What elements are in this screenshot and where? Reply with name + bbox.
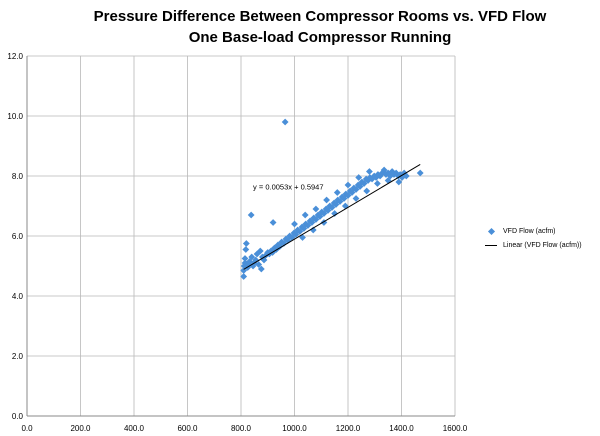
y-tick-label: 0.0 xyxy=(12,412,24,421)
data-point xyxy=(241,259,249,267)
data-point xyxy=(364,177,372,184)
data-point xyxy=(384,169,392,177)
legend-label-series: VFD Flow (acfm) xyxy=(503,227,556,235)
y-tick-label: 10.0 xyxy=(7,112,23,121)
data-point xyxy=(355,174,363,181)
data-point xyxy=(286,232,294,240)
data-point xyxy=(366,174,374,181)
data-point xyxy=(301,211,309,219)
data-point xyxy=(402,172,410,180)
data-point xyxy=(291,220,298,228)
data-point xyxy=(333,189,341,196)
data-point xyxy=(284,237,292,244)
data-point xyxy=(240,267,248,274)
data-point xyxy=(344,181,352,189)
data-point xyxy=(331,210,339,217)
data-point xyxy=(269,219,277,226)
legend-label-trendline: Linear (VFD Flow (acfm)) xyxy=(503,241,582,249)
chart-subtitle: One Base-load Compressor Running xyxy=(188,29,452,46)
y-tick-label: 6.0 xyxy=(12,232,24,241)
data-point xyxy=(374,180,381,187)
chart-title: Pressure Difference Between Compressor R… xyxy=(0,6,600,48)
diamond-marker-icon xyxy=(485,226,497,236)
x-tick-label: 400.0 xyxy=(124,424,145,433)
data-point xyxy=(242,246,250,253)
x-tick-label: 1400.0 xyxy=(389,424,414,433)
trendline-equation-label: y = 0.0053x + 0.5947 xyxy=(253,183,323,192)
legend-item-trendline: Linear (VFD Flow (acfm)) xyxy=(485,238,582,252)
data-point xyxy=(344,192,352,199)
data-point xyxy=(240,262,248,270)
data-point xyxy=(260,256,268,264)
data-point xyxy=(257,265,265,273)
x-tick-label: 200.0 xyxy=(70,424,91,433)
legend: VFD Flow (acfm) Linear (VFD Flow (acfm)) xyxy=(485,224,582,252)
data-point xyxy=(309,226,317,234)
y-tick-label: 4.0 xyxy=(12,292,24,301)
data-point xyxy=(255,261,263,268)
data-point xyxy=(281,118,289,126)
data-point xyxy=(248,253,256,261)
line-marker-icon xyxy=(485,240,497,250)
data-point xyxy=(241,255,249,262)
data-point xyxy=(324,207,332,214)
data-point xyxy=(246,258,253,265)
data-point xyxy=(240,273,248,280)
data-point xyxy=(366,168,373,175)
x-tick-label: 600.0 xyxy=(177,424,198,433)
y-tick-label: 12.0 xyxy=(7,52,23,61)
chart-title-line1: Pressure Difference Between Compressor R… xyxy=(93,8,547,25)
trendline xyxy=(243,163,421,270)
x-tick-label: 0.0 xyxy=(21,424,33,433)
data-point xyxy=(299,234,306,241)
data-point xyxy=(304,222,312,229)
data-point xyxy=(352,195,360,202)
data-point xyxy=(245,261,252,268)
data-point xyxy=(363,187,371,195)
data-point xyxy=(242,240,250,247)
legend-item-series: VFD Flow (acfm) xyxy=(485,224,582,238)
data-point xyxy=(312,205,320,213)
data-point xyxy=(326,202,334,210)
data-point xyxy=(247,211,255,219)
x-tick-label: 800.0 xyxy=(231,424,252,433)
y-tick-label: 2.0 xyxy=(12,352,24,361)
data-point xyxy=(395,178,403,186)
data-point xyxy=(249,262,257,270)
data-point xyxy=(384,177,392,184)
x-tick-label: 1000.0 xyxy=(282,424,307,433)
x-tick-label: 1200.0 xyxy=(336,424,361,433)
data-point xyxy=(256,247,264,255)
y-tick-label: 8.0 xyxy=(12,172,24,181)
x-tick-label: 1600.0 xyxy=(443,424,468,433)
data-point xyxy=(323,196,330,204)
data-point xyxy=(416,169,424,177)
